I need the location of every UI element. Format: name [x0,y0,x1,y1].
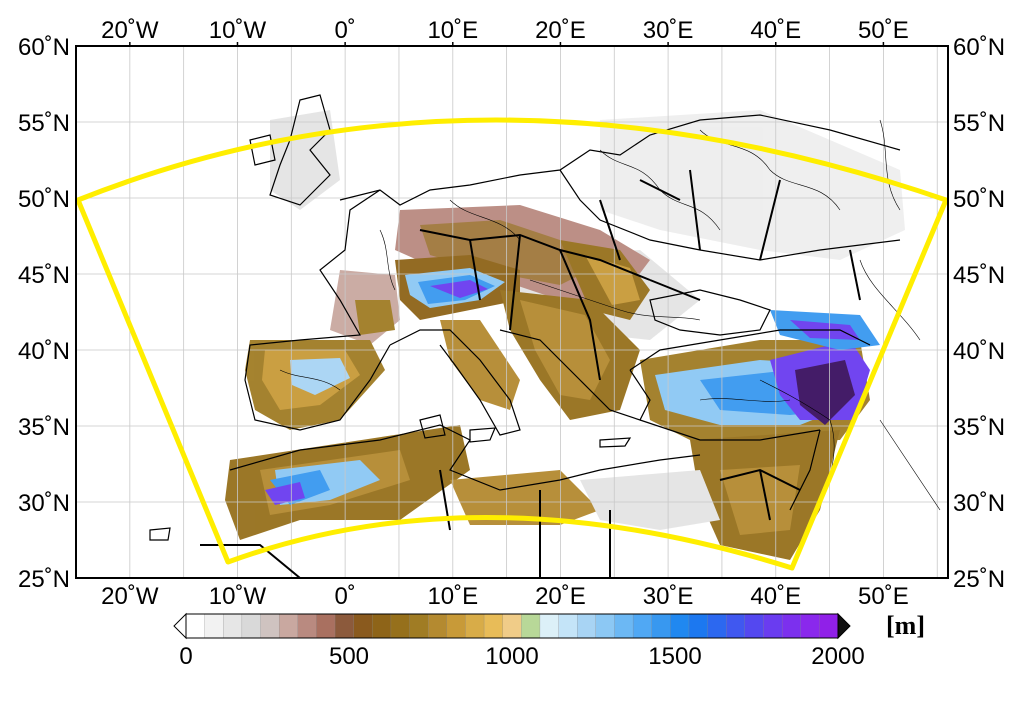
top-lon-label: 40˚E [750,17,801,44]
colorbar-swatch [334,613,355,639]
colorbar-swatch [595,613,616,639]
colorbar-swatch [316,613,336,639]
right-latitude-labels: 60˚N 55˚N 50˚N 45˚N 40˚N 35˚N 30˚N 25˚N [953,34,1005,593]
colorbar-swatch [781,613,802,639]
colorbar-swatch [278,613,299,639]
colorbar-swatch [688,613,709,639]
left-lat-label: 45˚N [18,262,70,289]
left-lat-label: 55˚N [18,110,70,137]
elevation-colorbar [173,612,851,640]
colorbar-swatch [521,613,541,639]
top-lon-label: 50˚E [858,17,909,44]
coastlines [149,94,901,541]
colorbar-swatch [372,613,392,639]
right-lat-label: 55˚N [953,110,1005,137]
colorbar-swatch [726,613,746,639]
colorbar-tick-label: 500 [329,643,369,670]
top-lon-label: 10˚W [209,17,267,44]
left-lat-label: 50˚N [18,186,70,213]
colorbar-tick-label: 0 [179,643,192,670]
right-lat-label: 40˚N [953,338,1005,365]
colorbar-tick-labels: 0 500 1000 1500 2000 [179,643,864,670]
colorbar-swatch [651,613,671,639]
colorbar-unit-label: [m] [886,611,925,640]
left-lat-label: 60˚N [18,34,70,61]
bottom-lon-label: 30˚E [643,583,694,610]
top-longitude-labels: 20˚W 10˚W 0˚ 10˚E 20˚E 30˚E 40˚E 50˚E [101,17,909,46]
right-lat-label: 25˚N [953,566,1005,593]
colorbar-swatch [558,613,578,639]
colorbar-swatch [763,613,783,639]
model-domain-outline [76,117,948,571]
right-lat-label: 35˚N [953,414,1005,441]
colorbar-swatch [260,613,280,639]
elevation-shading [225,110,905,560]
bottom-lon-label: 50˚E [858,583,909,610]
colorbar-swatch [241,613,262,639]
right-lat-label: 45˚N [953,262,1005,289]
colorbar-swatch [614,613,634,639]
bottom-lon-label: 40˚E [750,583,801,610]
colorbar-swatch [223,613,243,639]
colorbar-swatch [428,613,448,639]
graticule [76,46,948,578]
top-lon-label: 20˚W [101,17,159,44]
right-lat-label: 30˚N [953,490,1005,517]
colorbar-swatch [297,613,318,639]
map-frame [75,45,949,579]
colorbar-swatch [632,613,653,639]
bottom-lon-label: 20˚E [535,583,586,610]
colorbar-swatch [353,613,373,639]
colorbar-swatch [483,613,504,639]
bottom-lon-label: 0˚ [334,583,355,610]
bottom-lon-label: 10˚W [209,583,267,610]
colorbar-max-triangle [837,612,851,640]
bottom-longitude-labels: 20˚W 10˚W 0˚ 10˚E 20˚E 30˚E 40˚E 50˚E [101,583,909,610]
colorbar-tick-label: 1500 [648,643,701,670]
top-lon-label: 10˚E [427,17,478,44]
colorbar-swatch [744,613,765,639]
colorbar-swatch [502,613,522,639]
colorbar-swatch [539,613,560,639]
colorbar-swatch [204,613,224,639]
left-lat-label: 30˚N [18,490,70,517]
right-lat-label: 60˚N [953,34,1005,61]
colorbar-tick-label: 2000 [811,643,864,670]
colorbar-swatch [819,613,839,639]
bottom-lon-label: 20˚W [101,583,159,610]
colorbar-swatch [185,613,206,639]
left-lat-label: 25˚N [18,566,70,593]
top-lon-label: 20˚E [535,17,586,44]
colorbar-swatch [409,613,429,639]
colorbar-frame [185,613,839,639]
colorbar-min-triangle [173,612,187,640]
left-latitude-labels: 60˚N 55˚N 50˚N 45˚N 40˚N 35˚N 30˚N 25˚N [18,34,70,593]
colorbar-swatch [707,613,727,639]
left-lat-label: 35˚N [18,414,70,441]
top-lon-label: 0˚ [334,17,355,44]
colorbar-swatch [446,613,467,639]
colorbar-tick-label: 1000 [485,643,538,670]
colorbar-swatch [577,613,597,639]
bottom-lon-label: 10˚E [427,583,478,610]
right-lat-label: 50˚N [953,186,1005,213]
top-lon-label: 30˚E [643,17,694,44]
colorbar-swatch [670,613,690,639]
colorbar-swatch [800,613,821,639]
colorbar-swatch [390,613,411,639]
colorbar-swatch [465,613,485,639]
left-lat-label: 40˚N [18,338,70,365]
